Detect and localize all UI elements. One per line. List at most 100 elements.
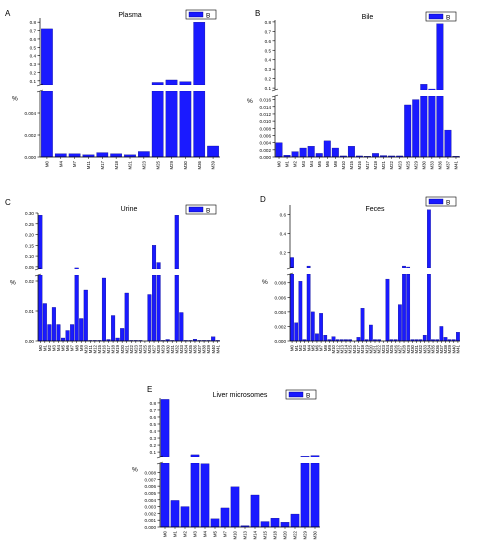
legend-label: B bbox=[446, 200, 450, 207]
x-tick-label: M28 bbox=[156, 344, 161, 353]
y-tick-label: 0.006 bbox=[145, 484, 157, 489]
y-tick-label: 0.004 bbox=[260, 141, 272, 146]
x-tick-label: M23 bbox=[397, 160, 402, 169]
y-tick-label: 0.002 bbox=[25, 133, 37, 138]
bar bbox=[290, 273, 294, 342]
x-tick-label: M2 bbox=[183, 530, 188, 537]
x-tick-label: M6 bbox=[65, 344, 70, 351]
y-tick-label: 0.008 bbox=[275, 281, 287, 286]
y-axis-label: % bbox=[247, 98, 253, 105]
x-tick-label: M10 bbox=[341, 160, 346, 169]
y-tick-label: 0.002 bbox=[275, 324, 287, 329]
legend-swatch bbox=[428, 198, 444, 205]
panel-title: Urine bbox=[121, 206, 138, 213]
bar bbox=[315, 333, 319, 342]
x-tick-label: M4 bbox=[306, 344, 311, 351]
x-tick-label: M19 bbox=[115, 344, 120, 353]
bar bbox=[319, 313, 323, 342]
bar bbox=[68, 153, 81, 158]
y-tick-label: 0.6 bbox=[280, 213, 287, 218]
bar-upper bbox=[152, 245, 157, 270]
x-tick-label: M37 bbox=[446, 160, 451, 169]
axis-break-mark bbox=[34, 267, 42, 271]
x-tick-label: M8 bbox=[323, 344, 328, 351]
panel-a: A Plasma B% 0.000 0.002 0.004 0.1 0.2 0.3 0.4 0.5 0… bbox=[5, 9, 223, 170]
x-tick-label: M10 bbox=[331, 344, 336, 353]
bar bbox=[120, 328, 125, 342]
bar bbox=[299, 147, 307, 158]
x-tick-label: M15 bbox=[263, 530, 268, 539]
bar-upper bbox=[420, 84, 428, 91]
x-tick-label: M3 bbox=[301, 160, 306, 167]
x-tick-label: M31 bbox=[170, 344, 175, 353]
x-tick-label: M36 bbox=[437, 160, 442, 169]
bar bbox=[439, 326, 444, 342]
y-axis-label: % bbox=[10, 280, 16, 287]
y-tick-label: 0.6 bbox=[265, 39, 272, 44]
bar bbox=[156, 274, 161, 342]
axis-break-mark bbox=[34, 273, 42, 277]
y-tick-label: 0.7 bbox=[265, 29, 272, 34]
x-tick-label: M14 bbox=[344, 344, 349, 353]
x-tick-label: M21 bbox=[373, 344, 378, 353]
x-tick-label: M36 bbox=[193, 344, 198, 353]
bar-upper bbox=[193, 22, 206, 86]
bar bbox=[347, 146, 355, 158]
x-tick-label: M20 bbox=[120, 344, 125, 353]
y-tick-label: 0.008 bbox=[260, 126, 272, 131]
x-tick-label: M30 bbox=[313, 530, 318, 539]
x-tick-label: M28 bbox=[402, 344, 407, 353]
x-tick-label: M21 bbox=[128, 160, 133, 169]
legend-swatch bbox=[188, 11, 204, 18]
y-tick-label: 0.02 bbox=[25, 279, 34, 284]
bar bbox=[306, 273, 311, 342]
x-tick-label: M10 bbox=[233, 530, 238, 539]
bar bbox=[275, 142, 283, 158]
x-tick-label: M25 bbox=[405, 160, 410, 169]
y-tick-label: 0.014 bbox=[260, 105, 272, 110]
bar-upper bbox=[160, 399, 170, 458]
bar bbox=[179, 90, 192, 158]
x-tick-label: M5 bbox=[213, 530, 218, 537]
x-tick-label: M29 bbox=[303, 530, 308, 539]
bar bbox=[402, 273, 406, 342]
y-tick-label: 0.8 bbox=[30, 20, 37, 25]
x-tick-label: M36 bbox=[197, 160, 202, 169]
bar bbox=[404, 104, 412, 158]
y-tick-label: 0.7 bbox=[150, 408, 157, 413]
x-tick-label: M4 bbox=[58, 160, 63, 167]
y-tick-label: 0.5 bbox=[150, 422, 157, 427]
bar bbox=[83, 289, 88, 342]
y-tick-label: 0.8 bbox=[265, 20, 272, 25]
axis-break-mark bbox=[271, 94, 279, 98]
x-tick-label: M26 bbox=[393, 344, 398, 353]
bar bbox=[406, 273, 411, 342]
y-tick-label: 0.15 bbox=[25, 243, 34, 248]
x-tick-label: M18 bbox=[114, 160, 119, 169]
bar bbox=[65, 330, 70, 342]
x-tick-label: M29 bbox=[161, 344, 166, 353]
x-tick-label: M32 bbox=[174, 344, 179, 353]
panel-letter: E bbox=[147, 385, 152, 394]
x-tick-label: M27 bbox=[397, 344, 402, 353]
y-tick-label: 0.25 bbox=[25, 222, 34, 227]
y-axis-label: % bbox=[132, 467, 138, 474]
axis-break-mark bbox=[286, 272, 294, 276]
y-tick-label: 0.000 bbox=[260, 155, 272, 160]
x-tick-label: M21 bbox=[124, 344, 129, 353]
axis-break-band bbox=[35, 269, 223, 275]
y-tick-label: 0.2 bbox=[30, 70, 37, 75]
panel-letter: A bbox=[5, 9, 11, 18]
x-tick-label: M18 bbox=[373, 160, 378, 169]
axis-break-mark bbox=[156, 461, 164, 465]
bar-upper bbox=[306, 265, 311, 269]
legend-swatch bbox=[428, 13, 444, 20]
bar bbox=[124, 292, 129, 342]
x-tick-label: M17 bbox=[356, 344, 361, 353]
y-tick-label: 0.1 bbox=[30, 79, 37, 84]
bar bbox=[412, 99, 420, 158]
x-tick-label: M41 bbox=[454, 160, 459, 169]
y-tick-label: 0.6 bbox=[150, 415, 157, 420]
bar bbox=[360, 308, 365, 342]
bar bbox=[96, 152, 109, 158]
